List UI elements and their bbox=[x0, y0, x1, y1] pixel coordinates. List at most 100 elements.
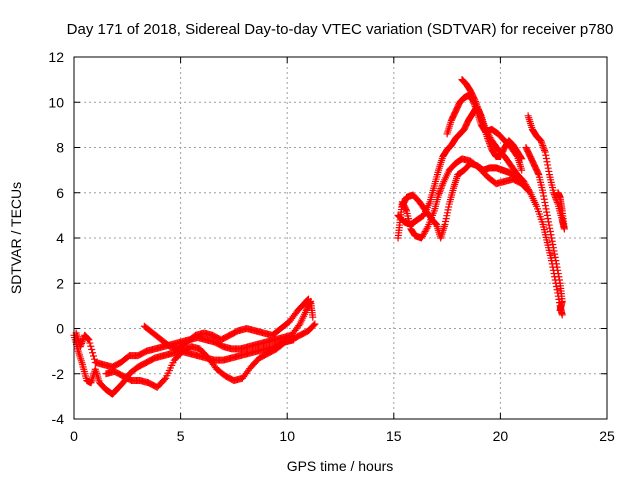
data-point bbox=[537, 137, 545, 145]
data-point bbox=[539, 142, 547, 150]
data-point bbox=[552, 282, 560, 290]
series-track-g bbox=[394, 103, 566, 319]
data-point bbox=[89, 352, 97, 360]
data-points bbox=[70, 76, 568, 398]
data-point bbox=[436, 188, 444, 196]
data-point bbox=[552, 257, 560, 265]
data-point bbox=[539, 189, 547, 197]
data-point bbox=[550, 247, 558, 255]
series-track-c bbox=[102, 336, 298, 391]
data-point bbox=[554, 189, 562, 197]
series-track-i bbox=[458, 76, 526, 163]
y-tick-label: -2 bbox=[52, 366, 65, 382]
data-point bbox=[89, 349, 97, 357]
data-point bbox=[485, 138, 493, 146]
data-point bbox=[484, 134, 492, 142]
data-point bbox=[86, 339, 94, 347]
data-point bbox=[295, 322, 303, 330]
data-point bbox=[525, 187, 533, 195]
data-point bbox=[518, 155, 526, 163]
series-track-k bbox=[522, 144, 566, 314]
data-point bbox=[518, 166, 526, 174]
data-point bbox=[541, 198, 549, 206]
data-point bbox=[304, 296, 312, 304]
data-point bbox=[541, 202, 549, 210]
data-point bbox=[553, 198, 561, 206]
data-point bbox=[556, 306, 564, 314]
data-point bbox=[544, 161, 552, 169]
data-point bbox=[90, 355, 98, 363]
data-point bbox=[552, 260, 560, 268]
data-point bbox=[160, 376, 168, 384]
x-tick-label: 0 bbox=[70, 428, 78, 444]
y-axis-label: SDTVAR / TECUs bbox=[8, 182, 24, 294]
data-point bbox=[540, 145, 548, 153]
data-point bbox=[402, 206, 410, 214]
data-point bbox=[546, 228, 554, 236]
data-point bbox=[538, 138, 546, 146]
data-point bbox=[487, 143, 495, 151]
data-point bbox=[474, 106, 482, 114]
data-point bbox=[485, 139, 493, 147]
data-point bbox=[549, 244, 557, 252]
data-point bbox=[87, 342, 95, 350]
data-point bbox=[435, 189, 443, 197]
data-point bbox=[543, 208, 551, 216]
y-tick-label: 6 bbox=[56, 185, 64, 201]
data-point bbox=[517, 154, 525, 162]
data-point bbox=[311, 320, 319, 328]
data-point bbox=[310, 321, 318, 329]
data-point bbox=[473, 102, 481, 110]
data-point bbox=[544, 164, 552, 172]
data-point bbox=[435, 191, 443, 199]
data-point bbox=[76, 343, 84, 351]
y-tick-label: 2 bbox=[56, 275, 64, 291]
data-point bbox=[84, 335, 92, 343]
series-track-j bbox=[524, 112, 568, 233]
data-point bbox=[555, 276, 563, 284]
data-point bbox=[471, 98, 479, 106]
data-point bbox=[78, 339, 86, 347]
data-point bbox=[543, 158, 551, 166]
data-point bbox=[539, 143, 547, 151]
data-point bbox=[542, 151, 550, 159]
data-point bbox=[551, 250, 559, 258]
data-point bbox=[558, 311, 566, 319]
data-point bbox=[534, 169, 542, 177]
data-point bbox=[84, 335, 92, 343]
data-point bbox=[290, 336, 298, 344]
data-point bbox=[549, 240, 557, 248]
x-tick-label: 25 bbox=[599, 428, 615, 444]
data-point bbox=[545, 167, 553, 175]
x-tick-label: 15 bbox=[386, 428, 402, 444]
data-point bbox=[555, 273, 563, 281]
data-point bbox=[305, 295, 313, 303]
data-point bbox=[541, 148, 549, 156]
data-point bbox=[544, 215, 552, 223]
data-point bbox=[545, 221, 553, 229]
chart-title: Day 171 of 2018, Sidereal Day-to-day VTE… bbox=[67, 21, 614, 38]
data-point bbox=[551, 253, 559, 261]
series-track-f bbox=[398, 159, 526, 242]
data-point bbox=[85, 336, 93, 344]
x-axis: 0 5 10 15 20 25 bbox=[70, 57, 615, 444]
data-point bbox=[78, 338, 86, 346]
data-point bbox=[538, 140, 546, 148]
y-tick-label: 4 bbox=[56, 230, 64, 246]
y-tick-label: -4 bbox=[52, 411, 65, 427]
x-tick-label: 10 bbox=[279, 428, 295, 444]
data-point bbox=[542, 154, 550, 162]
data-point bbox=[554, 266, 562, 274]
data-point bbox=[548, 237, 556, 245]
data-point bbox=[79, 336, 87, 344]
data-point bbox=[438, 181, 446, 189]
data-point bbox=[554, 270, 562, 278]
x-tick-label: 20 bbox=[493, 428, 509, 444]
data-point bbox=[88, 346, 96, 354]
data-point bbox=[77, 341, 85, 349]
data-point bbox=[303, 296, 311, 304]
series-track-d bbox=[140, 295, 313, 353]
grid bbox=[74, 57, 607, 419]
y-tick-label: 12 bbox=[48, 49, 64, 65]
